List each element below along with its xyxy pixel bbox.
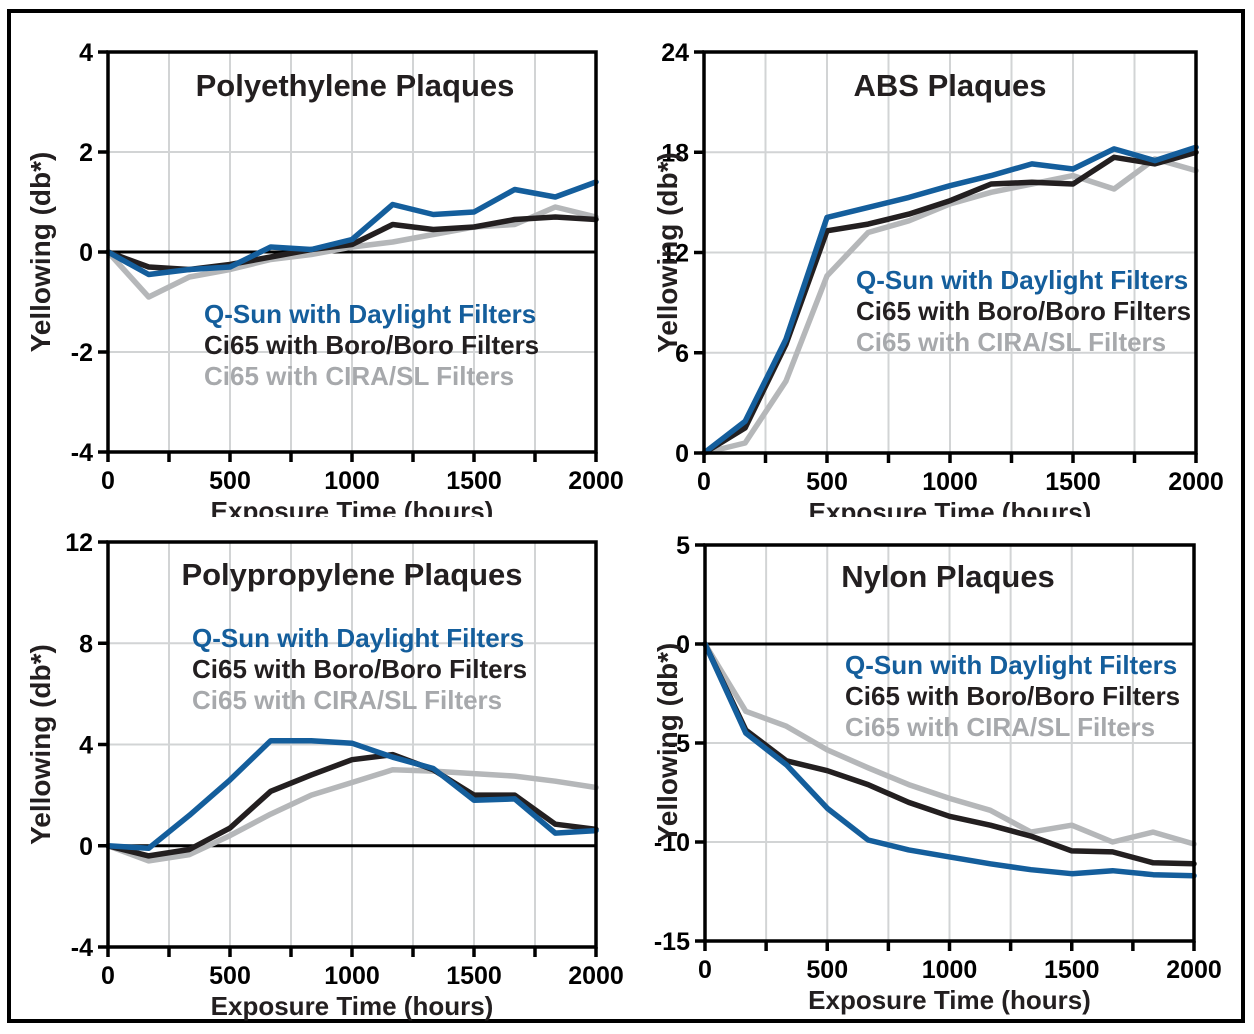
x-tick-label: 1000: [324, 962, 380, 990]
x-tick-label: 2000: [568, 962, 624, 990]
series-line-ci65-with-boro-boro-filters: [702, 641, 1197, 867]
y-tick-label: 8: [79, 630, 93, 658]
y-tick-label: -10: [654, 829, 690, 857]
series-line-ci65-with-cira-sl-filters: [105, 767, 599, 864]
y-axis-label: Yellowing (db*): [652, 152, 683, 353]
x-axis-label: Exposure Time (hours): [211, 991, 494, 1021]
y-tick-label: 12: [661, 240, 689, 268]
y-tick-label: 2: [79, 139, 93, 167]
chart-title: ABS Plaques: [854, 68, 1047, 103]
x-tick-label: 1500: [446, 962, 502, 990]
x-tick-label: 500: [209, 467, 251, 495]
x-tick-label: 0: [697, 468, 711, 496]
series-line-q-sun-with-daylight-filters: [105, 179, 599, 278]
y-axis-label: Yellowing (db*): [25, 152, 56, 353]
y-tick-label: 5: [676, 532, 690, 560]
x-tick-label: 1500: [446, 467, 502, 495]
y-tick-label: -4: [71, 439, 93, 467]
chart-panel-polypropylene: 0 500 1000 1500 2000 12 8 4 0 -4 Polypropylene Pla…: [0, 517, 627, 1034]
chart-svg-nylon-plaques: 0 500 1000 1500 2000 5 0 -5 -10 -15 Nylon Plaques E…: [652, 532, 1222, 1015]
y-tick-label: 12: [65, 529, 93, 557]
y-tick-label: 6: [675, 340, 689, 368]
chart-panel-abs: 0 500 1000 1500 2000 24 18 12 6 0 ABS Plaques Expos…: [627, 0, 1254, 517]
chart-svg-polypropylene-plaques: 0 500 1000 1500 2000 12 8 4 0 -4 Polypropylene Pla…: [25, 529, 624, 1021]
figure-border: [7, 9, 1245, 1023]
y-tick-label: 4: [79, 732, 93, 760]
series-line-ci65-with-cira-sl-filters: [701, 156, 1199, 456]
legend-entry-q-sun-with-daylight-filters: Q-Sun with Daylight Filters: [204, 299, 536, 329]
chart-panel-nylon: 0 500 1000 1500 2000 5 0 -5 -10 -15 Nylon Plaques E…: [627, 517, 1254, 1034]
legend-entry-ci65-with-boro-boro-filters: Ci65 with Boro/Boro Filters: [845, 681, 1180, 711]
legend-entry-q-sun-with-daylight-filters: Q-Sun with Daylight Filters: [856, 265, 1188, 295]
series-line-q-sun-with-daylight-filters: [701, 144, 1199, 456]
x-axis-label: Exposure Time (hours): [809, 497, 1092, 517]
x-tick-label: 1500: [1044, 956, 1100, 984]
x-tick-label: 500: [806, 956, 848, 984]
legend-entry-ci65-with-cira-sl-filters: Ci65 with CIRA/SL Filters: [845, 712, 1155, 742]
legend-entry-ci65-with-boro-boro-filters: Ci65 with Boro/Boro Filters: [192, 654, 527, 684]
x-tick-label: 2000: [1166, 956, 1222, 984]
x-tick-label: 500: [209, 962, 251, 990]
legend-entry-ci65-with-cira-sl-filters: Ci65 with CIRA/SL Filters: [192, 685, 502, 715]
x-tick-label: 500: [806, 468, 848, 496]
series-line-q-sun-with-daylight-filters: [105, 737, 599, 852]
legend-entry-ci65-with-boro-boro-filters: Ci65 with Boro/Boro Filters: [856, 296, 1191, 326]
x-axis-label: Exposure Time (hours): [211, 496, 494, 517]
legend-entry-q-sun-with-daylight-filters: Q-Sun with Daylight Filters: [845, 650, 1177, 680]
chart-title: Nylon Plaques: [841, 559, 1055, 594]
legend-entry-ci65-with-boro-boro-filters: Ci65 with Boro/Boro Filters: [204, 330, 539, 360]
y-tick-label: 0: [676, 631, 690, 659]
legend-entry-ci65-with-cira-sl-filters: Ci65 with CIRA/SL Filters: [204, 361, 514, 391]
y-tick-label: -15: [654, 928, 690, 956]
x-tick-label: 0: [698, 956, 712, 984]
chart-svg-polyethylene-plaques: 0 500 1000 1500 2000 4 2 0 -2 -4 Polyethylene Plaq…: [25, 39, 624, 517]
chart-title: Polypropylene Plaques: [181, 557, 522, 592]
y-tick-label: 24: [661, 39, 689, 67]
x-tick-label: 2000: [1168, 468, 1224, 496]
x-tick-label: 1500: [1045, 468, 1101, 496]
series-line-ci65-with-boro-boro-filters: [105, 751, 599, 859]
x-tick-label: 1000: [922, 468, 978, 496]
y-tick-label: 0: [79, 239, 93, 267]
x-axis-label: Exposure Time (hours): [808, 985, 1091, 1015]
y-tick-label: -5: [668, 730, 690, 758]
y-tick-label: 0: [79, 833, 93, 861]
x-tick-label: 0: [101, 467, 115, 495]
legend-entry-q-sun-with-daylight-filters: Q-Sun with Daylight Filters: [192, 623, 524, 653]
legend-entry-ci65-with-cira-sl-filters: Ci65 with CIRA/SL Filters: [856, 327, 1166, 357]
series-line-ci65-with-cira-sl-filters: [702, 641, 1197, 847]
y-tick-label: 4: [79, 39, 93, 67]
y-tick-label: 0: [675, 440, 689, 468]
x-tick-label: 1000: [922, 956, 978, 984]
y-tick-label: -2: [71, 339, 93, 367]
chart-title: Polyethylene Plaques: [196, 68, 515, 103]
x-tick-label: 0: [101, 962, 115, 990]
y-tick-label: -4: [71, 934, 93, 962]
y-tick-label: 18: [661, 139, 689, 167]
x-tick-label: 1000: [324, 467, 380, 495]
y-axis-label: Yellowing (db*): [652, 643, 683, 844]
x-tick-label: 2000: [568, 467, 624, 495]
y-axis-label: Yellowing (db*): [25, 644, 56, 845]
chart-panel-polyethylene: 0 500 1000 1500 2000 4 2 0 -2 -4 Polyethylene Plaq…: [0, 0, 627, 517]
chart-svg-abs-plaques: 0 500 1000 1500 2000 24 18 12 6 0 ABS Plaques Expos…: [652, 39, 1224, 517]
series-line-q-sun-with-daylight-filters: [702, 641, 1197, 879]
